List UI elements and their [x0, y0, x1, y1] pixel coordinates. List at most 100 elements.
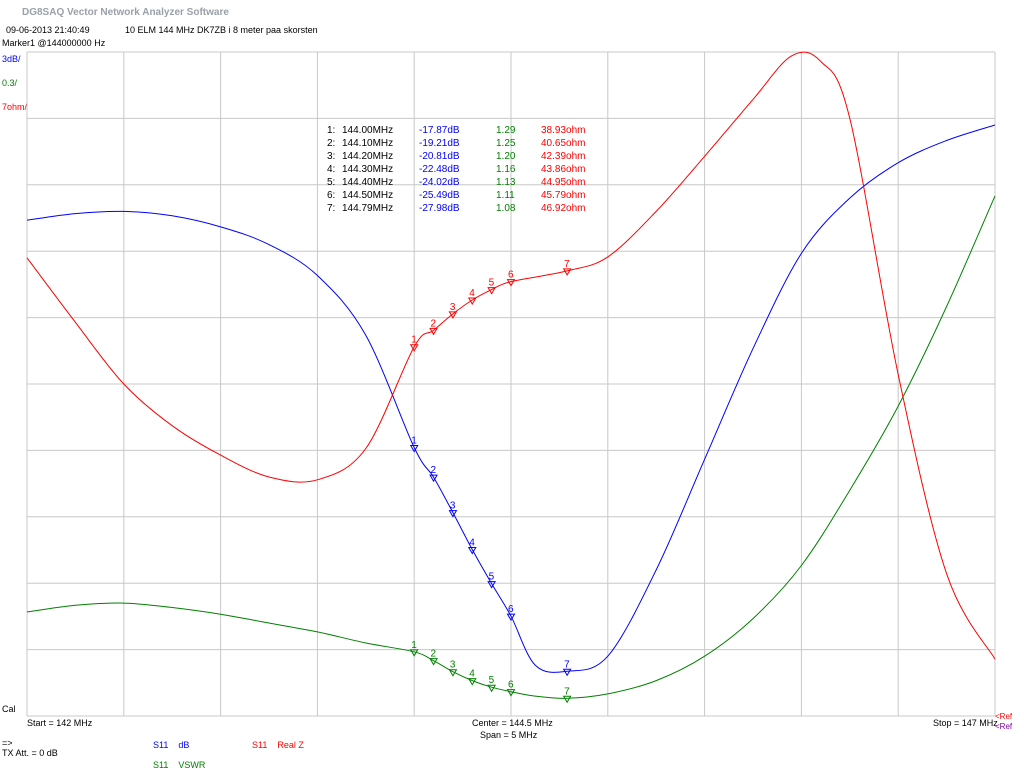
marker-triangle — [409, 445, 419, 453]
legend-unit: VSWR — [178, 760, 206, 770]
marker-row-freq: 144.50MHz — [342, 190, 393, 201]
marker-row-db: -25.49dB — [419, 190, 460, 201]
ref-marker-label-overlap: <Ref — [995, 722, 1013, 731]
marker-table: 1: 144.00MHz -17.87dB 1.29 38.93ohm 2: 144.10M… — [327, 125, 585, 214]
marker-row-freq: 144.00MHz — [342, 125, 393, 136]
marker-number: 7 — [564, 686, 570, 697]
ref-marker-label: <Ref — [995, 712, 1013, 721]
legend-s11-db[interactable]: S11 dB — [153, 740, 189, 751]
marker-row-z: 43.86ohm — [541, 164, 585, 175]
scale-vswr-label: 0.3/ — [2, 78, 18, 88]
marker-row-db: -19.21dB — [419, 138, 460, 149]
marker-number: 4 — [469, 669, 475, 680]
marker-triangle — [448, 311, 458, 319]
span-frequency: Span = 5 MHz — [480, 730, 538, 740]
center-frequency: Center = 144.5 MHz — [472, 718, 553, 728]
legend-unit: dB — [178, 740, 190, 750]
legend-param: S11 — [252, 740, 268, 750]
start-frequency: Start = 142 MHz — [27, 718, 93, 728]
marker-row-vswr: 1.29 — [496, 125, 516, 136]
marker-number: 2 — [431, 318, 437, 329]
marker-row-id: 4: — [327, 164, 335, 175]
marker-row-freq: 144.20MHz — [342, 151, 393, 162]
marker-number: 3 — [450, 501, 456, 512]
marker-row-vswr: 1.20 — [496, 151, 516, 162]
marker-row-id: 3: — [327, 151, 335, 162]
app-title: DG8SAQ Vector Network Analyzer Software — [22, 7, 229, 18]
marker-triangle — [409, 344, 419, 352]
marker-number: 3 — [450, 302, 456, 313]
legend-param: S11 — [153, 740, 169, 750]
marker-row-id: 7: — [327, 203, 335, 214]
marker-number: 5 — [489, 675, 495, 686]
tx-attenuation: TX Att. = 0 dB — [2, 748, 58, 758]
marker-triangle — [506, 613, 516, 622]
legend-s11-real-z[interactable]: S11 Real Z — [252, 740, 304, 751]
marker-number: 4 — [469, 538, 475, 549]
cal-label: Cal — [2, 704, 16, 714]
marker-number: 6 — [508, 680, 514, 691]
marker-triangle — [487, 581, 497, 589]
marker-row-id: 6: — [327, 190, 335, 201]
marker-triangle — [562, 695, 572, 704]
marker-number: 1 — [411, 335, 417, 346]
marker-row-z: 46.92ohm — [541, 203, 585, 214]
marker-triangle — [448, 510, 458, 518]
trace-s11-vswr — [26, 195, 996, 699]
marker-row-vswr: 1.11 — [496, 190, 515, 201]
marker-row-id: 5: — [327, 177, 335, 188]
marker-number: 6 — [508, 270, 514, 281]
marker-row-z: 44.95ohm — [541, 177, 585, 188]
marker-triangle — [429, 327, 438, 336]
marker-triangle — [562, 668, 572, 677]
marker-triangle — [467, 678, 477, 686]
marker-triangle — [448, 669, 458, 677]
marker-number: 1 — [411, 640, 417, 651]
marker-row-db: -22.48dB — [419, 164, 460, 175]
marker-number: 7 — [564, 659, 570, 670]
legend-s11-vswr[interactable]: S11 VSWR — [153, 760, 205, 771]
marker-triangle — [506, 689, 516, 697]
stop-frequency: Stop = 147 MHz — [933, 718, 998, 728]
marker-number: 6 — [508, 604, 514, 615]
marker-number: 2 — [431, 465, 437, 476]
marker-row-z: 45.79ohm — [541, 190, 585, 201]
marker-number: 7 — [564, 259, 570, 270]
marker-triangle — [487, 684, 497, 693]
legend-param: S11 — [153, 760, 169, 770]
marker-layer: 1 2 3 4 5 6 7 1 2 3 4 5 6 7 1 2 3 4 5 6 7 — [409, 259, 572, 704]
legend-unit: Real Z — [277, 740, 304, 750]
marker-row-freq: 144.10MHz — [342, 138, 393, 149]
marker-row-z: 38.93ohm — [541, 125, 585, 136]
marker-number: 2 — [431, 649, 437, 660]
marker-row-freq: 144.30MHz — [342, 164, 393, 175]
marker-row-vswr: 1.08 — [496, 203, 516, 214]
marker-row-db: -24.02dB — [419, 177, 460, 188]
marker-triangle — [409, 649, 419, 657]
marker-row-db: -27.98dB — [419, 203, 460, 214]
marker-triangle — [487, 287, 497, 295]
marker-row-z: 42.39ohm — [541, 151, 585, 162]
marker-info: Marker1 @144000000 Hz — [2, 38, 106, 48]
marker-row-vswr: 1.13 — [496, 177, 516, 188]
scale-db-label: 3dB/ — [2, 54, 21, 64]
marker-row-z: 40.65ohm — [541, 138, 585, 149]
marker-number: 3 — [450, 660, 456, 671]
plot-grid — [26, 51, 996, 717]
marker-number: 5 — [489, 278, 495, 289]
marker-triangle — [562, 268, 572, 276]
marker-triangle — [429, 658, 438, 666]
measurement-title: 10 ELM 144 MHz DK7ZB i 8 meter paa skors… — [125, 25, 318, 35]
arrow-label: => — [2, 738, 13, 748]
marker-row-freq: 144.40MHz — [342, 177, 393, 188]
marker-row-freq: 144.79MHz — [342, 203, 393, 214]
measurement-datetime: 09-06-2013 21:40:49 — [6, 25, 90, 35]
marker-number: 5 — [489, 572, 495, 583]
marker-row-id: 2: — [327, 138, 335, 149]
marker-triangle — [429, 474, 438, 483]
marker-row-db: -20.81dB — [419, 151, 460, 162]
trace-s11-db — [26, 124, 996, 673]
marker-row-id: 1: — [327, 125, 335, 136]
marker-triangle — [467, 297, 477, 305]
